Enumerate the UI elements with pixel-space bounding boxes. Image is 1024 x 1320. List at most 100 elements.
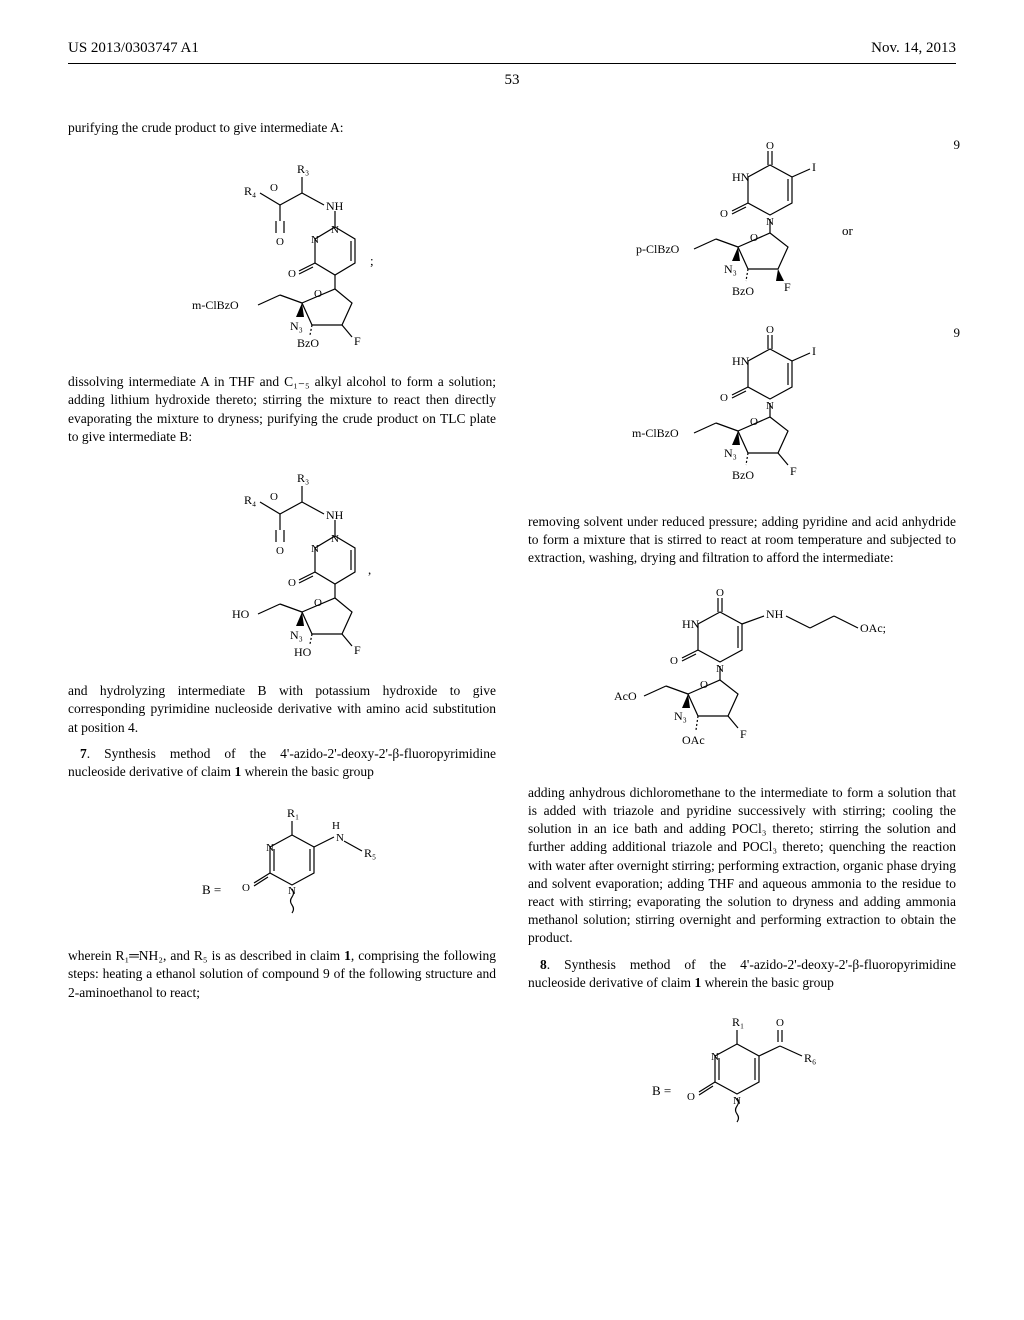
svg-text:F: F (784, 280, 791, 294)
chemical-structure-acetyl-intermediate: O HN N NH OAc; O (528, 586, 956, 766)
left-para-1: purifying the crude product to give inte… (68, 119, 496, 137)
svg-text:N₃: N₃ (724, 262, 737, 276)
svg-text:R₃: R₃ (297, 162, 309, 176)
svg-text:R₁: R₁ (732, 1015, 744, 1029)
svg-text:NH: NH (766, 607, 784, 621)
chemical-structure-compound9-p: 9 O HN N I O (528, 137, 956, 317)
svg-text:NH: NH (326, 199, 344, 213)
chem-svg-claim8: B = R₁ N N O R₆ (622, 1010, 862, 1130)
right-para-2: adding anhydrous dichloromethane to the … (528, 784, 956, 948)
svg-text:O: O (716, 587, 724, 599)
svg-text:N: N (331, 224, 339, 236)
left-column: purifying the crude product to give inte… (68, 119, 496, 1148)
svg-text:I: I (812, 160, 816, 174)
svg-text:O: O (766, 140, 774, 152)
svg-text:N: N (288, 885, 296, 897)
svg-text:B =: B = (652, 1083, 671, 1098)
svg-text:O: O (766, 325, 774, 336)
svg-text:F: F (354, 643, 361, 657)
chemical-structure-compound9-m: 9 O HN N I O O (528, 325, 956, 495)
svg-text:B =: B = (202, 882, 221, 897)
svg-text:O: O (242, 882, 250, 894)
chem-svg-b: R₃ NH R₄ O O N N (162, 464, 402, 664)
svg-text:N: N (336, 832, 344, 844)
chemical-structure-claim7-base: B = R₁ N N H N R₅ O (68, 799, 496, 929)
svg-text:O: O (700, 679, 708, 691)
chem-svg-9m: O HN N I O O m-ClBzO (592, 325, 892, 495)
svg-text:O: O (750, 232, 758, 244)
svg-text:O: O (288, 577, 296, 589)
svg-text:N: N (266, 842, 274, 854)
chem-svg-acetyl: O HN N NH OAc; O (572, 586, 912, 766)
svg-text:O: O (720, 208, 728, 220)
svg-text:N: N (331, 533, 339, 545)
svg-text:R₃: R₃ (297, 471, 309, 485)
svg-text:HN: HN (732, 170, 750, 184)
svg-text:H: H (332, 820, 340, 832)
svg-text:R₆: R₆ (804, 1051, 816, 1065)
svg-text:O: O (276, 236, 284, 248)
svg-text:or: or (842, 223, 854, 238)
claim-7-tail: wherein the basic group (241, 764, 374, 779)
svg-text:O: O (720, 392, 728, 404)
svg-text:O: O (776, 1017, 784, 1029)
claim-8-number: 8 (540, 957, 547, 972)
left-para4a: wherein R₁═NH₂, and R₅ is as described i… (68, 948, 344, 963)
svg-text:BzO: BzO (732, 284, 754, 298)
claim-8: 8. Synthesis method of the 4'-azido-2'-d… (528, 956, 956, 992)
svg-text:R₄: R₄ (244, 184, 256, 198)
svg-text:m-ClBzO: m-ClBzO (192, 298, 239, 312)
svg-text:N₃: N₃ (290, 319, 303, 333)
left-para-3: and hydrolyzing intermediate B with pota… (68, 682, 496, 737)
svg-text:N: N (311, 234, 319, 246)
svg-text:O: O (687, 1091, 695, 1103)
compound-number-9a: 9 (954, 137, 961, 153)
svg-text:HN: HN (682, 617, 700, 631)
svg-text:p-ClBzO: p-ClBzO (636, 242, 680, 256)
svg-text:OAc: OAc (682, 733, 705, 747)
svg-text:HO: HO (294, 645, 312, 659)
svg-text:O: O (750, 416, 758, 428)
svg-text:HN: HN (732, 354, 750, 368)
svg-text:I: I (812, 344, 816, 358)
svg-text:R₅: R₅ (364, 846, 376, 860)
svg-text:N: N (711, 1051, 719, 1063)
chemical-structure-intermediate-b: R₃ NH R₄ O O N N (68, 464, 496, 664)
page-number: 53 (68, 72, 956, 89)
svg-text:O: O (270, 491, 278, 503)
chemical-structure-claim8-base: B = R₁ N N O R₆ (528, 1010, 956, 1130)
svg-text:AcO: AcO (614, 689, 637, 703)
svg-text:F: F (354, 334, 361, 348)
publication-number: US 2013/0303747 A1 (68, 40, 199, 57)
right-column: 9 O HN N I O (528, 119, 956, 1148)
chemical-structure-intermediate-a: R₃ NH R₄ O O (68, 155, 496, 355)
svg-text:O: O (270, 182, 278, 194)
svg-text:m-ClBzO: m-ClBzO (632, 426, 679, 440)
svg-text:F: F (790, 464, 797, 478)
claim-7: 7. Synthesis method of the 4'-azido-2'-d… (68, 745, 496, 781)
chem-svg-9p: O HN N I O O p-ClBzO (592, 137, 892, 317)
publication-date: Nov. 14, 2013 (871, 40, 956, 57)
svg-text:F: F (740, 727, 747, 741)
left-para-4: wherein R₁═NH₂, and R₅ is as described i… (68, 947, 496, 1002)
page-header: US 2013/0303747 A1 Nov. 14, 2013 (68, 40, 956, 64)
svg-text:OAc;: OAc; (860, 621, 886, 635)
svg-text:NH: NH (326, 508, 344, 522)
svg-text:O: O (670, 655, 678, 667)
svg-text:O: O (314, 288, 322, 300)
right-para-1: removing solvent under reduced pressure;… (528, 513, 956, 568)
svg-text:N: N (311, 543, 319, 555)
svg-text:N₃: N₃ (290, 628, 303, 642)
svg-text:BzO: BzO (732, 468, 754, 482)
chem-svg-a: R₃ NH R₄ O O (152, 155, 412, 355)
svg-text:HO: HO (232, 607, 250, 621)
svg-text:BzO: BzO (297, 336, 319, 350)
claim-8-tail: wherein the basic group (701, 975, 834, 990)
left-para4-ref: 1 (344, 948, 351, 963)
claim-7-number: 7 (80, 746, 87, 761)
svg-text:N₃: N₃ (724, 446, 737, 460)
svg-text:R₄: R₄ (244, 493, 256, 507)
left-para-2: dissolving intermediate A in THF and C₁₋… (68, 373, 496, 446)
svg-text:R₁: R₁ (287, 806, 299, 820)
compound-number-9b: 9 (954, 325, 961, 341)
